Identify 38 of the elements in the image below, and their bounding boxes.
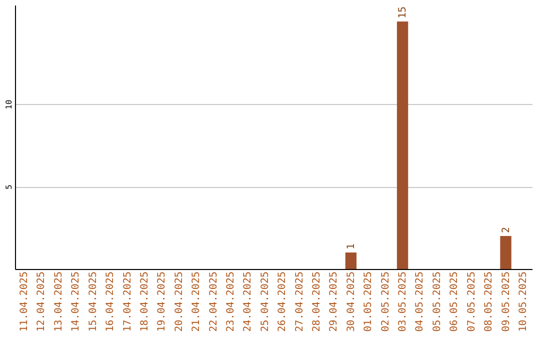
x-tick-label: 04.05.2025: [414, 272, 426, 332]
x-tick-label: 01.05.2025: [363, 272, 374, 332]
x-tick-label: 06.05.2025: [449, 272, 460, 332]
x-tick-label: 14.04.2025: [70, 272, 82, 332]
x-tick-label: 23.04.2025: [225, 272, 236, 332]
x-tick-label: 27.04.2025: [294, 272, 306, 332]
x-tick-label: 10.05.2025: [518, 272, 529, 332]
x-tick-label: 22.04.2025: [208, 272, 220, 332]
bar: [500, 236, 512, 269]
x-tick-label: 18.04.2025: [139, 272, 150, 332]
y-tick-label: 5: [4, 184, 14, 190]
x-tick-label: 05.05.2025: [432, 272, 443, 332]
data-label: 15: [398, 6, 409, 18]
y-tick-label: 10: [4, 100, 14, 110]
x-tick-label: 13.04.2025: [53, 272, 64, 332]
x-tick-label: 09.05.2025: [500, 272, 512, 332]
x-tick-label: 15.04.2025: [88, 272, 99, 332]
x-tick-label: 19.04.2025: [156, 272, 168, 332]
x-tick-label: 28.04.2025: [312, 272, 323, 332]
data-label: 2: [500, 226, 512, 233]
bar: [396, 22, 408, 269]
x-tick-label: 03.05.2025: [398, 272, 409, 332]
x-tick-label: 26.04.2025: [277, 272, 288, 332]
x-tick-label: 24.04.2025: [242, 272, 254, 332]
x-tick-label: 02.05.2025: [380, 272, 392, 332]
bar: [345, 252, 357, 269]
x-tick-label: 17.04.2025: [122, 272, 134, 332]
x-tick-label: 30.04.2025: [346, 272, 357, 332]
x-tick-label: 21.04.2025: [191, 272, 202, 332]
x-tick-label: 07.05.2025: [466, 272, 478, 332]
x-tick-label: 08.05.2025: [484, 272, 495, 332]
x-tick-label: 12.04.2025: [36, 272, 48, 332]
x-tick-label: 29.04.2025: [328, 272, 340, 332]
x-tick-label: 20.04.2025: [174, 272, 185, 332]
x-tick-label: 16.04.2025: [105, 272, 116, 332]
data-label: 1: [346, 243, 357, 250]
x-tick-label: 25.04.2025: [260, 272, 271, 332]
x-tick-label: 11.04.2025: [19, 272, 30, 332]
